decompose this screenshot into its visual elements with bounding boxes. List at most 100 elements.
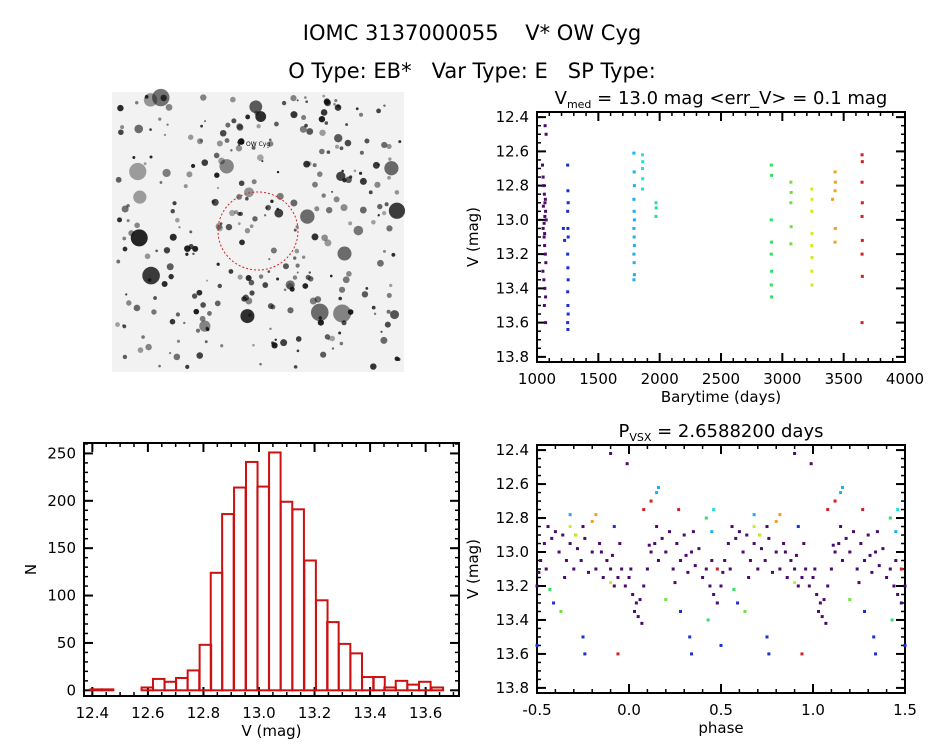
data-point: [632, 184, 636, 188]
data-point: [537, 570, 541, 574]
data-point: [640, 153, 644, 157]
data-point: [860, 321, 864, 325]
star: [296, 349, 300, 353]
data-point: [770, 173, 774, 177]
data-point: [810, 283, 814, 287]
star: [338, 331, 342, 335]
data-point: [726, 542, 730, 546]
data-point: [566, 290, 570, 294]
data-point: [817, 609, 821, 613]
data-point: [633, 609, 637, 613]
data-point: [632, 151, 636, 155]
y-tick-label: 13.2: [496, 577, 529, 595]
data-point: [840, 559, 844, 563]
star: [162, 168, 171, 178]
data-point: [634, 601, 638, 605]
star: [359, 112, 364, 117]
data-point: [770, 295, 774, 299]
y-tick-label: 100: [47, 587, 76, 605]
data-point: [860, 214, 864, 218]
data-point: [860, 160, 864, 164]
data-point: [745, 533, 749, 537]
data-point: [693, 564, 697, 568]
star: [128, 230, 135, 237]
data-point: [625, 462, 629, 466]
star: [168, 351, 172, 355]
data-point: [759, 547, 763, 551]
y-axis-label: N: [22, 564, 40, 575]
star: [237, 222, 241, 226]
star: [265, 204, 271, 211]
data-point: [769, 163, 773, 167]
star: [329, 274, 333, 278]
data-point: [640, 621, 644, 625]
star: [149, 155, 153, 159]
data-point: [697, 547, 701, 551]
data-point: [542, 235, 546, 239]
star: [267, 140, 274, 147]
data-point: [829, 567, 833, 571]
data-point: [890, 618, 894, 622]
star: [216, 186, 220, 190]
data-point: [542, 192, 546, 196]
data-point: [818, 601, 822, 605]
data-point: [574, 533, 578, 537]
star: [296, 99, 299, 102]
star: [374, 181, 381, 188]
data-point: [548, 587, 552, 591]
star: [172, 201, 177, 206]
star: [245, 275, 252, 282]
x-tick-label: 1.0: [801, 701, 825, 719]
data-point: [708, 584, 712, 588]
star: [386, 225, 393, 232]
star: [122, 246, 128, 252]
data-point: [535, 584, 539, 588]
data-point: [701, 575, 705, 579]
data-point: [656, 485, 660, 489]
data-point: [660, 536, 664, 540]
data-point: [632, 218, 636, 222]
star: [316, 171, 323, 177]
title-main: V: [555, 88, 568, 109]
star: [217, 283, 222, 289]
y-tick-label: 12.4: [496, 441, 529, 459]
star: [301, 255, 306, 259]
star: [274, 338, 277, 342]
star: [166, 123, 169, 126]
data-point: [541, 269, 545, 273]
data-point: [598, 542, 602, 546]
data-point: [826, 508, 830, 512]
data-point: [770, 269, 774, 273]
y-tick-label: 13.2: [496, 245, 529, 263]
data-point: [875, 530, 879, 534]
star: [170, 208, 175, 214]
x-tick-label: 13.2: [298, 704, 331, 722]
data-point: [632, 244, 636, 248]
data-point: [641, 160, 645, 164]
data-point: [642, 584, 646, 588]
data-point: [758, 533, 762, 537]
data-point: [736, 601, 740, 605]
star: [370, 363, 377, 370]
star: [318, 115, 326, 123]
histogram-bar: [163, 680, 178, 692]
data-point: [810, 209, 814, 213]
y-tick-label: 13.8: [496, 348, 529, 366]
histogram-bar: [406, 683, 420, 692]
data-point: [688, 635, 692, 639]
star: [258, 274, 264, 279]
star: [344, 139, 352, 147]
star: [134, 124, 144, 134]
star: [183, 321, 186, 325]
data-point: [770, 240, 774, 244]
data-point: [730, 525, 734, 529]
data-point: [671, 567, 675, 571]
data-point: [632, 226, 636, 230]
star: [143, 162, 147, 166]
x-tick-label: 3000: [763, 370, 801, 388]
star: [204, 120, 207, 123]
histogram-bar: [151, 677, 166, 692]
histogram-bar: [394, 679, 409, 692]
y-axis-label: V (mag): [464, 207, 482, 267]
data-point: [734, 536, 738, 540]
